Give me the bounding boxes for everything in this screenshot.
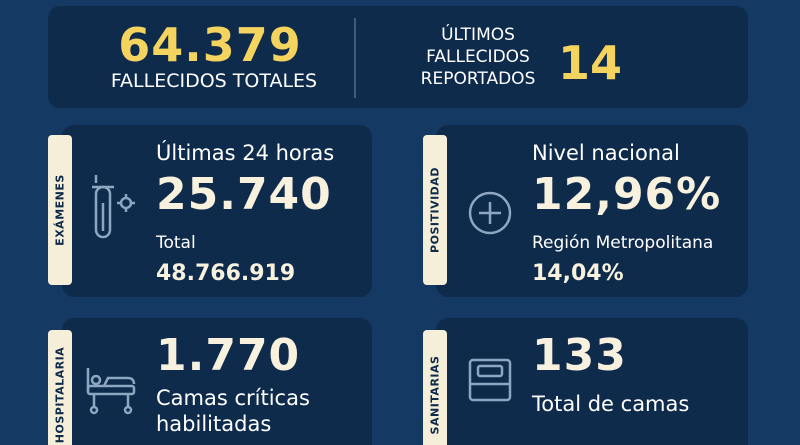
positivity-tab: POSITIVIDAD bbox=[423, 135, 447, 285]
positivity-region-label: Región Metropolitana bbox=[532, 233, 714, 253]
positivity-label: Nivel nacional bbox=[532, 141, 680, 165]
sanitary-beds-value: 133 bbox=[532, 330, 627, 381]
bed-icon bbox=[464, 354, 516, 410]
sanitary-card: 133 Total de camas bbox=[436, 318, 748, 445]
deaths-summary-card: 64.379 FALLECIDOS TOTALES ÚLTIMOS FALLEC… bbox=[48, 6, 748, 108]
positivity-tab-label: POSITIVIDAD bbox=[428, 167, 442, 253]
sanitary-tab-label: SANITARIAS bbox=[428, 355, 442, 435]
total-deaths-value: 64.379 bbox=[118, 18, 302, 72]
hospital-card: 1.770 Camas críticas habilitadas bbox=[62, 318, 372, 445]
exams-card: Últimas 24 horas 25.740 Total 48.766.919 bbox=[62, 125, 372, 297]
positivity-region-value: 14,04% bbox=[532, 261, 624, 286]
test-tube-icon bbox=[86, 173, 142, 247]
recent-deaths-label-line-3: REPORTADOS bbox=[420, 69, 536, 89]
hospital-tab-label: HOSPITALARIA bbox=[53, 346, 67, 444]
exams-value: 25.740 bbox=[156, 169, 332, 220]
hospital-beds-label-2: habilitadas bbox=[156, 412, 272, 436]
plus-circle-icon bbox=[466, 189, 514, 241]
exams-tab: EXÁMENES bbox=[48, 135, 72, 285]
hospital-beds-label-1: Camas críticas bbox=[156, 386, 310, 410]
sanitary-beds-label: Total de camas bbox=[532, 392, 690, 416]
total-deaths-label: FALLECIDOS TOTALES bbox=[110, 70, 318, 92]
recent-deaths-label: ÚLTIMOS FALLECIDOS REPORTADOS bbox=[408, 24, 548, 90]
hospital-beds-value: 1.770 bbox=[156, 330, 301, 381]
positivity-value: 12,96% bbox=[532, 169, 722, 220]
recent-deaths-label-line-2: FALLECIDOS bbox=[426, 47, 530, 67]
exams-total-label: Total bbox=[156, 233, 196, 253]
recent-deaths-value: 14 bbox=[558, 36, 623, 90]
exams-tab-label: EXÁMENES bbox=[53, 174, 67, 246]
divider bbox=[354, 18, 356, 98]
positivity-card: Nivel nacional 12,96% Región Metropolita… bbox=[436, 125, 748, 297]
sanitary-tab: SANITARIAS bbox=[423, 330, 447, 445]
hospital-bed-icon bbox=[84, 362, 140, 420]
hospital-tab: HOSPITALARIA bbox=[48, 330, 72, 445]
exams-label: Últimas 24 horas bbox=[156, 141, 335, 165]
recent-deaths-label-line-1: ÚLTIMOS bbox=[441, 25, 515, 45]
exams-total-value: 48.766.919 bbox=[156, 261, 296, 286]
